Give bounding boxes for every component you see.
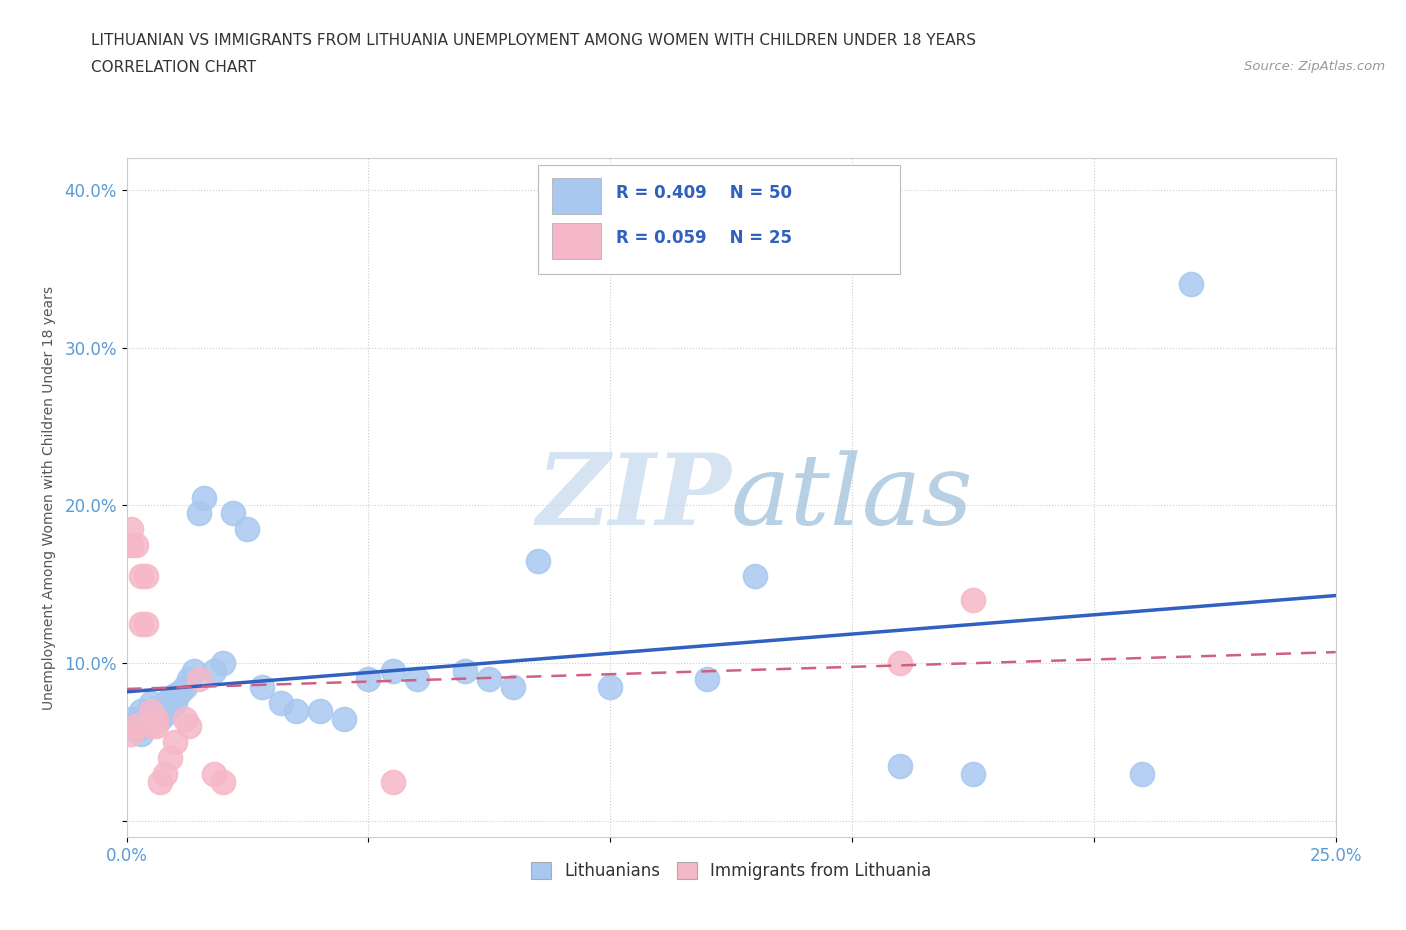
Point: [149, 775, 172, 790]
Text: LITHUANIAN VS IMMIGRANTS FROM LITHUANIA UNEMPLOYMENT AMONG WOMEN WITH CHILDREN U: LITHUANIAN VS IMMIGRANTS FROM LITHUANIA …: [91, 33, 976, 47]
Point: [120, 522, 142, 537]
FancyBboxPatch shape: [537, 165, 900, 273]
Point: [125, 538, 148, 552]
Point: [120, 538, 142, 552]
Text: Source: ZipAtlas.com: Source: ZipAtlas.com: [1244, 60, 1385, 73]
Point: [159, 700, 181, 715]
Point: [145, 711, 167, 726]
Point: [526, 553, 548, 568]
Point: [139, 711, 162, 726]
Point: [163, 687, 186, 702]
Point: [309, 703, 332, 718]
Point: [179, 719, 201, 734]
Point: [962, 766, 984, 781]
Point: [270, 696, 292, 711]
Point: [284, 703, 307, 718]
Point: [173, 711, 195, 726]
Text: atlas: atlas: [731, 450, 974, 545]
Point: [129, 617, 152, 631]
Point: [478, 671, 501, 686]
Point: [202, 664, 225, 679]
Point: [120, 727, 142, 742]
Point: [120, 711, 142, 726]
Point: [454, 664, 477, 679]
Point: [145, 700, 167, 715]
Point: [169, 684, 191, 699]
Point: [599, 680, 621, 695]
Point: [405, 671, 427, 686]
Point: [125, 716, 148, 731]
Point: [135, 569, 157, 584]
Point: [1130, 766, 1153, 781]
Point: [183, 664, 205, 679]
Point: [139, 719, 162, 734]
Point: [120, 719, 142, 734]
Point: [135, 719, 157, 734]
Point: [1180, 277, 1202, 292]
Point: [155, 766, 177, 781]
Point: [188, 506, 211, 521]
Point: [222, 506, 245, 521]
Point: [696, 671, 718, 686]
Point: [202, 766, 225, 781]
Point: [744, 569, 766, 584]
Text: R = 0.059    N = 25: R = 0.059 N = 25: [616, 229, 792, 247]
Text: CORRELATION CHART: CORRELATION CHART: [91, 60, 256, 75]
Point: [149, 703, 172, 718]
Point: [129, 727, 152, 742]
Point: [159, 691, 181, 706]
Point: [139, 696, 162, 711]
Point: [139, 703, 162, 718]
Point: [381, 775, 404, 790]
Point: [125, 723, 148, 737]
Point: [962, 592, 984, 607]
Point: [149, 711, 172, 726]
Point: [193, 490, 215, 505]
Point: [250, 680, 273, 695]
FancyBboxPatch shape: [553, 179, 600, 214]
Point: [129, 703, 152, 718]
Point: [212, 775, 235, 790]
Point: [155, 696, 177, 711]
Point: [125, 719, 148, 734]
Legend: Lithuanians, Immigrants from Lithuania: Lithuanians, Immigrants from Lithuania: [524, 855, 938, 886]
Point: [179, 671, 201, 686]
FancyBboxPatch shape: [553, 223, 600, 259]
Point: [889, 656, 911, 671]
Point: [159, 751, 181, 765]
Point: [236, 522, 259, 537]
Point: [889, 759, 911, 774]
Point: [145, 707, 167, 722]
Point: [381, 664, 404, 679]
Point: [357, 671, 380, 686]
Text: ZIP: ZIP: [536, 449, 731, 546]
Point: [212, 656, 235, 671]
Point: [173, 680, 195, 695]
Point: [188, 671, 211, 686]
Point: [155, 707, 177, 722]
Point: [135, 707, 157, 722]
Point: [163, 735, 186, 750]
Point: [502, 680, 524, 695]
Point: [333, 711, 356, 726]
Text: R = 0.409    N = 50: R = 0.409 N = 50: [616, 184, 792, 203]
Point: [139, 703, 162, 718]
Point: [129, 569, 152, 584]
Y-axis label: Unemployment Among Women with Children Under 18 years: Unemployment Among Women with Children U…: [42, 286, 56, 710]
Point: [145, 719, 167, 734]
Point: [163, 696, 186, 711]
Point: [135, 617, 157, 631]
